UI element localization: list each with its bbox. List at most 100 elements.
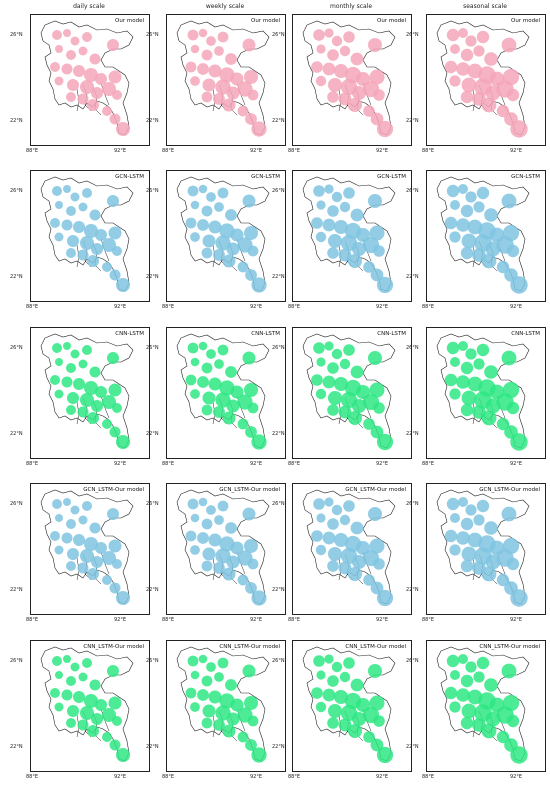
- station-marker: [368, 38, 382, 52]
- y-tick-label: 26°N: [406, 345, 419, 351]
- station-marker: [70, 192, 80, 202]
- station-marker: [352, 399, 366, 413]
- station-marker: [327, 518, 339, 530]
- y-tick-label: 22°N: [10, 274, 23, 280]
- map-svg: [436, 333, 530, 451]
- station-marker: [324, 184, 334, 194]
- station-marker: [484, 678, 498, 692]
- station-marker: [348, 411, 362, 425]
- station-marker: [460, 716, 474, 730]
- station-marker: [460, 48, 474, 62]
- station-marker: [444, 60, 458, 74]
- x-tick-label: 88°E: [288, 617, 301, 623]
- station-marker: [202, 234, 216, 248]
- station-marker: [363, 731, 375, 743]
- station-marker: [91, 400, 103, 412]
- y-tick-label: 26°N: [272, 501, 285, 507]
- station-marker: [102, 708, 116, 722]
- map-svg: [436, 20, 530, 138]
- y-tick-label: 26°N: [10, 658, 23, 664]
- station-marker: [112, 716, 122, 726]
- station-marker: [80, 236, 94, 250]
- y-tick-label: 22°N: [146, 744, 159, 750]
- station-marker: [201, 560, 213, 572]
- station-marker: [458, 28, 468, 38]
- station-marker: [444, 529, 458, 543]
- station-marker: [50, 62, 60, 72]
- station-marker: [376, 589, 394, 607]
- station-marker: [339, 201, 351, 213]
- station-marker: [91, 556, 103, 568]
- station-marker: [206, 192, 216, 202]
- station-marker: [237, 261, 249, 273]
- station-marker: [369, 695, 385, 711]
- map-panel: Our model: [166, 14, 286, 146]
- station-marker: [473, 671, 485, 683]
- station-marker: [213, 719, 225, 731]
- station-marker: [322, 531, 336, 545]
- station-marker: [376, 120, 394, 138]
- model-label: CNN_LSTM-Our model: [219, 644, 280, 650]
- station-marker: [77, 719, 89, 731]
- station-marker: [187, 185, 199, 197]
- model-label: Our model: [115, 18, 144, 24]
- map-panel: GCN-LSTM: [426, 170, 546, 302]
- station-marker: [460, 204, 474, 218]
- y-tick-label: 26°N: [406, 32, 419, 38]
- map-svg: [302, 333, 396, 451]
- station-marker: [450, 670, 460, 680]
- x-tick-label: 88°E: [26, 148, 39, 154]
- station-marker: [446, 184, 460, 198]
- station-marker: [237, 574, 249, 586]
- x-tick-label: 92°E: [376, 148, 389, 154]
- y-tick-label: 26°N: [10, 188, 23, 194]
- station-marker: [201, 49, 213, 61]
- station-marker: [87, 412, 99, 424]
- y-tick-label: 26°N: [10, 32, 23, 38]
- station-marker: [54, 389, 64, 399]
- station-marker: [197, 219, 209, 231]
- station-marker: [350, 678, 364, 692]
- station-marker: [87, 99, 99, 111]
- station-marker: [80, 706, 94, 720]
- x-tick-label: 92°E: [250, 774, 263, 780]
- station-marker: [95, 542, 107, 554]
- station-marker: [206, 505, 216, 515]
- station-marker: [109, 269, 121, 281]
- y-tick-label: 22°N: [146, 274, 159, 280]
- station-marker: [201, 91, 213, 103]
- station-marker: [198, 184, 208, 194]
- model-label: GCN-LSTM: [511, 174, 540, 180]
- station-marker: [214, 515, 224, 525]
- station-marker: [481, 97, 497, 113]
- station-marker: [369, 538, 385, 554]
- station-marker: [481, 723, 497, 739]
- station-marker: [66, 248, 76, 258]
- station-marker: [369, 382, 385, 398]
- station-marker: [324, 497, 334, 507]
- station-marker: [481, 410, 497, 426]
- station-marker: [89, 53, 101, 65]
- y-tick-label: 22°N: [10, 587, 23, 593]
- station-marker: [460, 403, 474, 417]
- station-marker: [313, 655, 325, 667]
- y-tick-label: 22°N: [272, 587, 285, 593]
- station-marker: [54, 232, 64, 242]
- station-marker: [63, 29, 71, 37]
- model-label: GCN_LSTM-Our model: [219, 487, 280, 493]
- station-marker: [327, 675, 339, 687]
- station-marker: [343, 500, 355, 512]
- station-marker: [369, 69, 385, 85]
- station-marker: [108, 383, 122, 397]
- station-marker: [190, 670, 200, 680]
- station-marker: [102, 238, 116, 252]
- station-marker: [237, 105, 249, 117]
- station-marker: [226, 712, 240, 726]
- station-marker: [66, 718, 76, 728]
- station-marker: [66, 206, 76, 216]
- station-marker: [66, 363, 76, 373]
- station-marker: [52, 343, 62, 353]
- map-svg: [302, 20, 396, 138]
- station-marker: [108, 696, 122, 710]
- x-tick-label: 92°E: [114, 148, 127, 154]
